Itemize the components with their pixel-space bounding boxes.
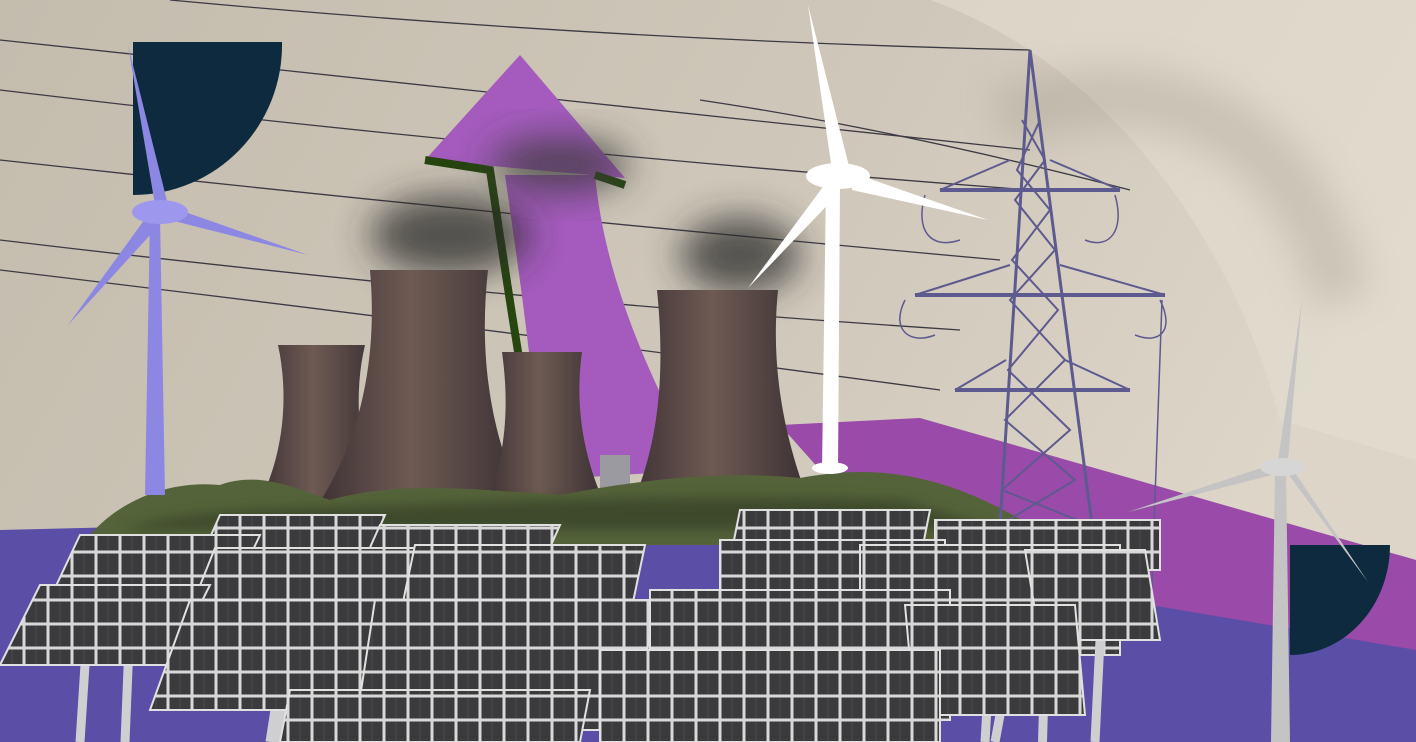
- turbine-blade: [748, 180, 840, 288]
- turbine-base: [812, 462, 848, 474]
- cooling-tower: [632, 290, 810, 505]
- pylon-brace: [914, 159, 1166, 391]
- turbine-blade: [1285, 468, 1368, 582]
- turbine-tower: [145, 215, 165, 495]
- turbine-blade: [850, 172, 988, 220]
- turbine-tower: [1271, 470, 1290, 742]
- cooling-tower: [485, 352, 605, 505]
- turbine-hub: [132, 200, 188, 224]
- turbine-blade: [1278, 300, 1302, 460]
- power-line: [0, 269, 941, 391]
- solar-panels: [0, 509, 1162, 742]
- turbine-hub: [1260, 458, 1304, 476]
- turbine-hub: [806, 163, 870, 189]
- pylon-leg: [998, 49, 1094, 526]
- pylon-arm: [915, 188, 1165, 392]
- turbine-blade: [808, 5, 850, 170]
- light-patch: [930, 0, 1416, 460]
- panel-post: [75, 664, 90, 742]
- smoke-cloud: [490, 137, 630, 193]
- smoke-cloud: [370, 195, 530, 275]
- smoke-cloud: [680, 217, 800, 293]
- turbine-blade: [1128, 465, 1272, 512]
- solar-panel: [599, 649, 941, 742]
- insulator-line: [899, 194, 1167, 641]
- cooling-tower: [318, 270, 525, 505]
- power-line: [169, 0, 1031, 51]
- panel-post: [990, 714, 1005, 742]
- navy-shape: [1290, 545, 1390, 655]
- smoke: [370, 137, 800, 293]
- power-line: [699, 99, 1131, 191]
- pylon: [899, 49, 1167, 641]
- cooling-towers: [258, 270, 810, 505]
- turbine-blade: [68, 212, 162, 325]
- turbine-tower: [822, 185, 840, 470]
- panel-post: [265, 709, 280, 742]
- turbine-blade: [165, 205, 308, 255]
- solar-panel: [278, 689, 592, 742]
- turbine-blade: [128, 45, 168, 205]
- navy-shape: [133, 42, 283, 195]
- shadow: [988, 67, 1370, 307]
- wind-turbine-center: [748, 5, 988, 474]
- wind-turbine-left: [68, 45, 308, 495]
- panel-post: [1090, 639, 1105, 742]
- wind-turbine-right: [1128, 300, 1368, 742]
- pylon-lattice: [999, 119, 1091, 526]
